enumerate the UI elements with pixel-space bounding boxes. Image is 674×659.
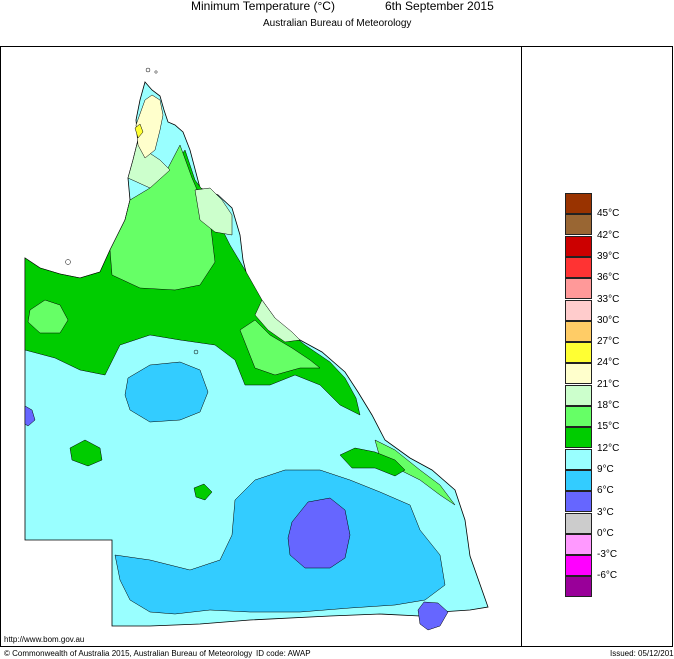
source-url: http://www.bom.gov.au bbox=[4, 635, 85, 644]
legend-swatch bbox=[565, 235, 592, 257]
zone-18-21-coast bbox=[254, 299, 301, 343]
island bbox=[65, 259, 71, 265]
legend-swatch bbox=[565, 342, 592, 364]
copyright-notice: © Commonwealth of Australia 2015, Austra… bbox=[4, 649, 253, 658]
legend-swatch bbox=[565, 256, 592, 278]
legend-swatch bbox=[565, 363, 592, 385]
legend-label: 0°C bbox=[597, 527, 614, 539]
legend-label: 12°C bbox=[597, 442, 620, 454]
zone-12-15-central-patch bbox=[69, 439, 103, 467]
legend-swatch bbox=[565, 491, 592, 513]
legend-label: 36°C bbox=[597, 272, 620, 284]
legend-label: 9°C bbox=[597, 463, 614, 475]
zone-15-18-east bbox=[239, 319, 321, 376]
legend-swatch bbox=[565, 427, 592, 449]
zone-3-6-central bbox=[287, 497, 351, 569]
legend-swatch bbox=[565, 555, 592, 577]
zone-6-9-north bbox=[124, 361, 209, 423]
island bbox=[154, 70, 158, 74]
queensland-map bbox=[24, 67, 489, 631]
legend-label: 24°C bbox=[597, 357, 620, 369]
zone-18-21-east bbox=[194, 187, 233, 236]
map-frame bbox=[0, 46, 673, 647]
zone-3-6-west bbox=[24, 405, 36, 427]
legend-label: 3°C bbox=[597, 506, 614, 518]
zone-6-9-south bbox=[114, 469, 446, 615]
zone-24-27 bbox=[134, 123, 144, 139]
map-subtitle: Australian Bureau of Meteorology bbox=[263, 18, 412, 29]
legend-label: 39°C bbox=[597, 250, 620, 262]
legend-swatch bbox=[565, 448, 592, 470]
legend-swatch bbox=[565, 193, 592, 214]
legend-label: 21°C bbox=[597, 378, 620, 390]
island bbox=[145, 67, 151, 73]
map-header: Minimum Temperature (°C) 6th September 2… bbox=[0, 0, 674, 46]
zone-3-6-southeast bbox=[417, 601, 449, 631]
island bbox=[193, 349, 199, 355]
legend-label: 6°C bbox=[597, 485, 614, 497]
id-code: ID code: AWAP bbox=[256, 649, 311, 658]
legend-swatch bbox=[565, 278, 592, 300]
legend-swatch bbox=[565, 214, 592, 236]
map-title: Minimum Temperature (°C) bbox=[191, 0, 335, 13]
zone-18-21-cape bbox=[127, 139, 171, 189]
legend-label: 42°C bbox=[597, 229, 620, 241]
legend-label: 45°C bbox=[597, 208, 620, 220]
legend-label: -6°C bbox=[597, 570, 618, 582]
legend-swatch bbox=[565, 384, 592, 406]
legend-label: -3°C bbox=[597, 549, 618, 561]
legend-label: 30°C bbox=[597, 314, 620, 326]
legend-label: 27°C bbox=[597, 336, 620, 348]
zone-12-15-southeast bbox=[339, 447, 406, 477]
issued-date: Issued: 05/12/2015 bbox=[610, 649, 674, 658]
legend-swatch bbox=[565, 406, 592, 427]
legend-label: 15°C bbox=[597, 421, 620, 433]
zone-12-15-west-patch bbox=[27, 299, 69, 334]
legend-swatch bbox=[565, 512, 592, 534]
map-date: 6th September 2015 bbox=[385, 0, 494, 13]
zone-12-15-small-patch bbox=[193, 483, 213, 501]
legend-swatch bbox=[565, 469, 592, 491]
legend-label: 18°C bbox=[597, 400, 620, 411]
legend-label: 33°C bbox=[597, 293, 620, 305]
legend-swatch bbox=[565, 299, 592, 321]
legend-swatch bbox=[565, 533, 592, 555]
legend-swatch bbox=[565, 320, 592, 342]
legend-swatch bbox=[565, 576, 592, 598]
